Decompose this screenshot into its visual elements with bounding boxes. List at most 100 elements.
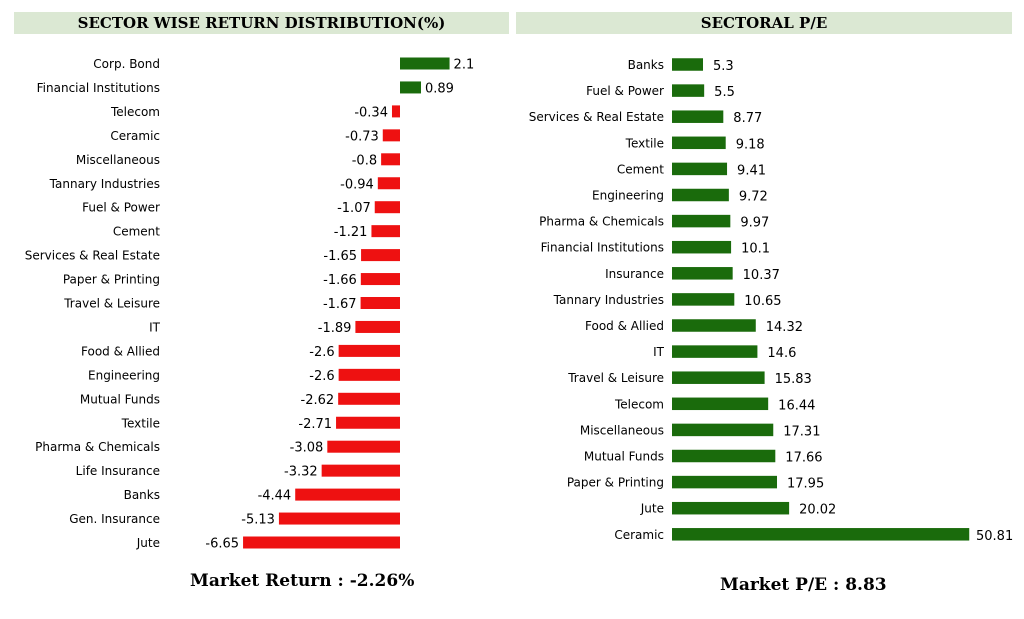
return-value-label-food-allied: -2.6 (309, 345, 334, 360)
return-bar-cement (371, 225, 400, 238)
return-value-label-miscellaneous: -0.8 (352, 153, 377, 168)
market-return-summary: Market Return : -2.26% (190, 571, 415, 591)
pe-category-label-financial-institutions: Financial Institutions (541, 241, 664, 255)
return-bar-tannary-industries (377, 177, 400, 190)
return-value-label-corp-bond: 2.1 (454, 58, 475, 73)
return-category-label-it: IT (149, 320, 161, 334)
market-pe-summary: Market P/E : 8.83 (720, 575, 887, 595)
pe-bar-travel-leisure (672, 371, 765, 384)
pe-bar-mutual-funds (672, 449, 776, 463)
pe-value-label-engineering: 9.72 (739, 190, 768, 205)
return-bar-gen-insurance (278, 512, 400, 525)
pe-bar-insurance (672, 267, 733, 280)
return-category-label-cement: Cement (113, 225, 160, 239)
pe-value-label-financial-institutions: 10.1 (741, 242, 770, 257)
return-category-label-pharma-chemicals: Pharma & Chemicals (35, 440, 160, 454)
return-bar-ceramic (382, 129, 400, 142)
return-category-label-mutual-funds: Mutual Funds (80, 392, 160, 406)
pe-value-label-it: 14.6 (767, 346, 796, 361)
return-value-label-financial-institutions: 0.89 (425, 81, 454, 96)
return-category-label-tannary-industries: Tannary Industries (49, 177, 160, 191)
pe-value-label-jute: 20.02 (799, 503, 836, 518)
return-value-label-pharma-chemicals: -3.08 (290, 441, 324, 456)
return-bar-mutual-funds (338, 392, 400, 405)
return-bar-financial-institutions (400, 81, 422, 94)
return-bar-miscellaneous (381, 153, 400, 166)
pe-category-label-banks: Banks (628, 58, 664, 72)
pe-bar-it (672, 345, 758, 358)
return-bar-fuel-power (374, 201, 400, 214)
pe-value-label-fuel-power: 5.5 (714, 85, 735, 100)
pe-value-label-textile: 9.18 (736, 137, 765, 152)
return-chart-title: SECTOR WISE RETURN DISTRIBUTION(%) (14, 12, 509, 34)
pe-value-label-miscellaneous: 17.31 (783, 424, 820, 439)
return-category-label-paper-printing: Paper & Printing (63, 273, 160, 287)
return-value-label-travel-leisure: -1.67 (323, 297, 357, 312)
return-bar-engineering (338, 368, 400, 381)
return-value-label-it: -1.89 (318, 321, 352, 336)
return-value-label-cement: -1.21 (334, 225, 368, 240)
return-bar-pharma-chemicals (327, 440, 400, 453)
pe-category-label-food-allied: Food & Allied (585, 319, 664, 333)
return-bar-telecom (391, 105, 400, 118)
return-bar-banks (295, 488, 400, 501)
pe-bar-telecom (672, 397, 769, 411)
pe-category-label-it: IT (653, 345, 665, 359)
pe-value-label-ceramic: 50.81 (976, 529, 1013, 544)
return-category-label-travel-leisure: Travel & Leisure (63, 297, 160, 311)
pe-category-label-jute: Jute (640, 502, 664, 516)
return-category-label-life-insurance: Life Insurance (76, 464, 160, 478)
pe-value-label-tannary-industries: 10.65 (744, 294, 781, 309)
return-value-label-jute: -6.65 (205, 537, 239, 552)
return-value-label-gen-insurance: -5.13 (241, 513, 275, 528)
pe-value-label-paper-printing: 17.95 (787, 477, 824, 492)
pe-value-label-pharma-chemicals: 9.97 (740, 216, 769, 231)
return-category-label-engineering: Engineering (88, 368, 160, 382)
return-bar-it (355, 320, 400, 333)
return-category-label-fuel-power: Fuel & Power (82, 201, 160, 215)
pe-bar-banks (672, 58, 704, 71)
pe-category-label-pharma-chemicals: Pharma & Chemicals (539, 215, 664, 229)
pe-bar-cement (672, 162, 728, 176)
return-bar-paper-printing (360, 273, 400, 286)
pe-value-label-services-real-estate: 8.77 (733, 111, 762, 126)
pe-bar-tannary-industries (672, 293, 735, 306)
pe-category-label-textile: Textile (625, 136, 664, 150)
pe-bar-fuel-power (672, 84, 705, 97)
pe-bar-financial-institutions (672, 240, 732, 254)
pe-value-label-travel-leisure: 15.83 (775, 372, 812, 387)
pe-category-label-engineering: Engineering (592, 189, 664, 203)
pe-bar-engineering (672, 188, 729, 202)
pe-category-label-cement: Cement (617, 162, 664, 176)
pe-value-label-insurance: 10.37 (743, 268, 780, 283)
return-category-label-telecom: Telecom (110, 105, 160, 119)
pe-bar-ceramic (672, 528, 970, 541)
pe-bar-paper-printing (672, 475, 778, 489)
pe-category-label-mutual-funds: Mutual Funds (584, 450, 664, 464)
return-bar-travel-leisure (360, 297, 400, 309)
return-category-label-financial-institutions: Financial Institutions (37, 81, 160, 95)
pe-category-label-fuel-power: Fuel & Power (586, 84, 664, 98)
pe-value-label-cement: 9.41 (737, 163, 766, 178)
return-value-label-engineering: -2.6 (309, 369, 334, 384)
pe-category-label-miscellaneous: Miscellaneous (580, 423, 664, 437)
return-bar-corp-bond (400, 57, 450, 70)
return-value-label-banks: -4.44 (258, 489, 292, 504)
pe-category-label-insurance: Insurance (605, 267, 664, 281)
return-category-label-textile: Textile (121, 416, 160, 430)
pe-category-label-paper-printing: Paper & Printing (567, 476, 664, 490)
return-value-label-life-insurance: -3.32 (284, 465, 318, 480)
return-category-label-gen-insurance: Gen. Insurance (69, 512, 160, 526)
return-bar-food-allied (338, 344, 400, 357)
pe-category-label-telecom: Telecom (614, 397, 664, 411)
return-bar-life-insurance (321, 464, 400, 477)
return-category-label-corp-bond: Corp. Bond (93, 57, 160, 71)
pe-value-label-banks: 5.3 (713, 59, 734, 74)
pe-category-label-ceramic: Ceramic (614, 528, 664, 542)
pe-value-label-telecom: 16.44 (778, 398, 815, 413)
return-category-label-banks: Banks (124, 488, 160, 502)
pe-value-label-mutual-funds: 17.66 (785, 451, 822, 466)
pe-value-label-food-allied: 14.32 (766, 320, 803, 335)
return-category-label-jute: Jute (136, 536, 160, 550)
